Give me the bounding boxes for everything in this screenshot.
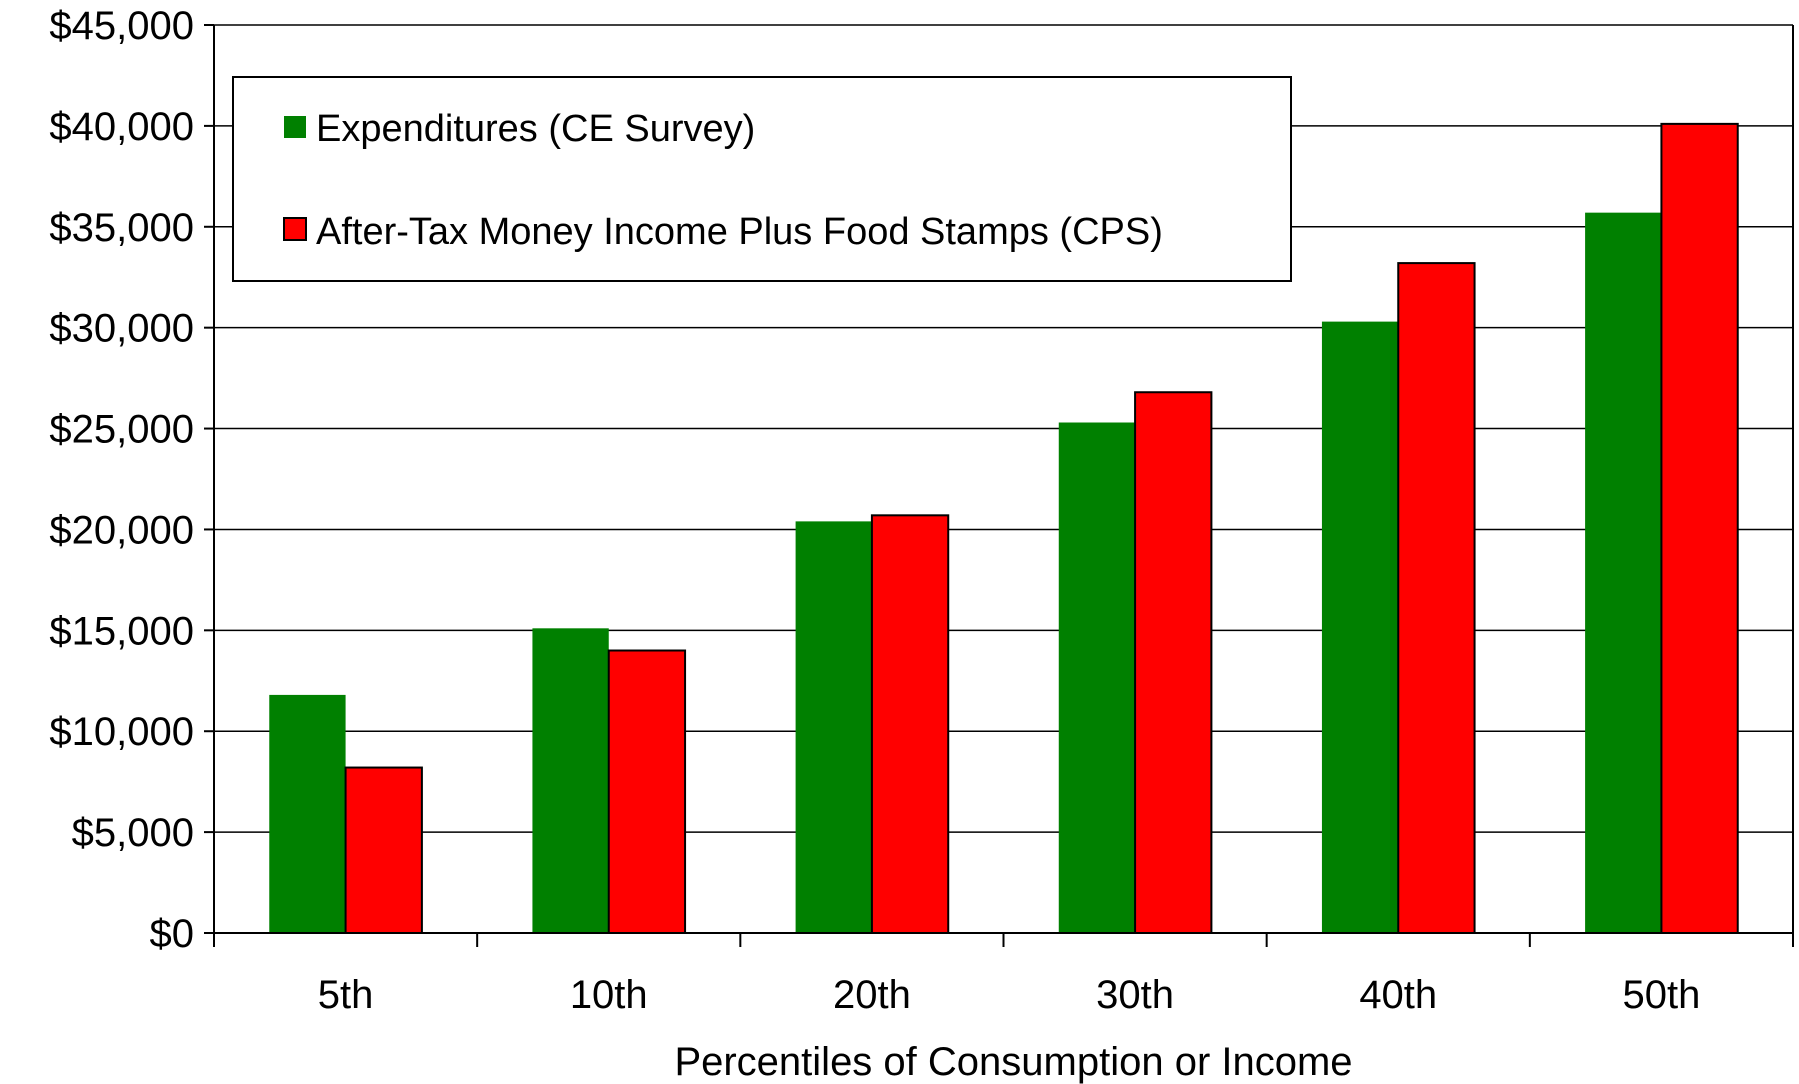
y-tick-label: $25,000 xyxy=(49,408,194,452)
x-tick-label: 30th xyxy=(1096,973,1174,1017)
bar-income-5th xyxy=(344,766,423,935)
bar-expenditures-30th xyxy=(1058,422,1136,933)
y-tick-label: $30,000 xyxy=(49,307,194,351)
bar-income-50th xyxy=(1660,122,1739,935)
bar-income-40th xyxy=(1397,262,1476,934)
x-tick-label: 10th xyxy=(570,973,648,1017)
y-tick-label: $15,000 xyxy=(49,609,194,653)
x-tick-label: 40th xyxy=(1359,973,1437,1017)
y-tick-label: $10,000 xyxy=(49,710,194,754)
y-tick-label: $35,000 xyxy=(49,206,194,250)
y-tick-label: $20,000 xyxy=(49,508,194,552)
legend-box xyxy=(232,76,1292,282)
legend-swatch-expenditures xyxy=(284,116,306,138)
y-ticks: $0 $5,000 $10,000 $15,000 $20,000 $25,000 $30,… xyxy=(49,4,214,956)
x-ticks xyxy=(213,933,1794,947)
bars xyxy=(269,122,1739,935)
bar-expenditures-20th xyxy=(795,521,872,933)
bar-expenditures-10th xyxy=(532,628,609,933)
bar-expenditures-5th xyxy=(269,694,346,933)
legend: Expenditures (CE Survey) After-Tax Money… xyxy=(232,76,1292,282)
y-tick-label: $40,000 xyxy=(49,105,194,149)
category-labels: 5th 10th 20th 30th 40th 50th xyxy=(318,973,1701,1017)
y-tick-label: $5,000 xyxy=(72,811,194,855)
x-tick-label: 50th xyxy=(1622,973,1700,1017)
bar-income-20th xyxy=(870,514,950,934)
x-axis-title: Percentiles of Consumption or Income xyxy=(674,1040,1352,1084)
bar-expenditures-40th xyxy=(1321,321,1399,933)
legend-label-income: After-Tax Money Income Plus Food Stamps … xyxy=(316,211,1163,253)
bar-income-10th xyxy=(607,649,687,934)
bar-expenditures-50th xyxy=(1585,212,1662,934)
bar-income-30th xyxy=(1134,391,1213,935)
y-tick-label: $0 xyxy=(150,912,195,956)
x-tick-label: 5th xyxy=(318,973,374,1017)
legend-label-expenditures: Expenditures (CE Survey) xyxy=(316,108,755,150)
x-tick-label: 20th xyxy=(833,973,911,1017)
y-tick-label: $45,000 xyxy=(49,4,194,48)
legend-swatch-income xyxy=(283,217,307,241)
